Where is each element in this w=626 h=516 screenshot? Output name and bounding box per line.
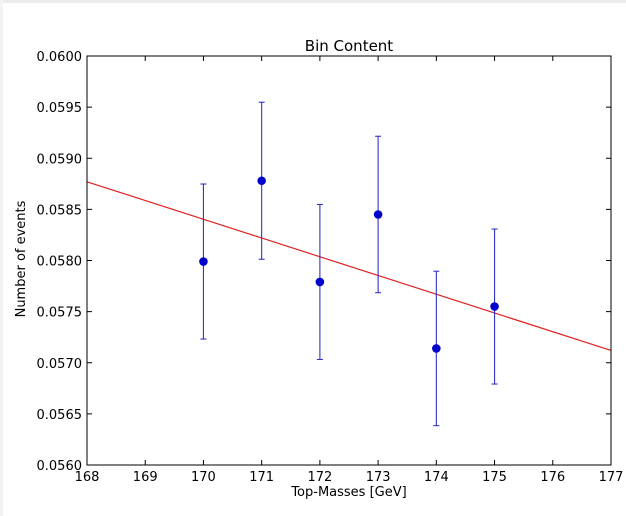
data-point-0	[199, 257, 208, 266]
window-left-edge	[0, 0, 3, 516]
x-tick-label-8: 176	[540, 470, 565, 485]
data-point-3	[373, 210, 383, 219]
y-tick-label-2: 0.0570	[37, 357, 83, 372]
x-tick-label-1: 169	[133, 470, 158, 485]
error-bars-group	[200, 101, 498, 427]
chart-title: Bin Content	[305, 37, 394, 55]
x-tick-label-3: 171	[249, 470, 274, 485]
y-tick-label-4: 0.0580	[37, 255, 83, 270]
data-points-group	[199, 176, 499, 353]
x-tick-label-4: 172	[307, 470, 332, 485]
x-tick-label-2: 170	[191, 470, 216, 485]
y-tick-label-5: 0.0585	[37, 203, 83, 218]
fit-line	[86, 181, 612, 352]
y-tick-label-7: 0.0595	[37, 101, 83, 116]
plot-area-frame	[86, 55, 612, 466]
y-axis-label: Number of events	[14, 200, 29, 317]
fit-line-group	[86, 181, 612, 352]
y-tick-label-3: 0.0575	[37, 306, 83, 321]
x-tick-label-6: 174	[424, 470, 449, 485]
data-point-5	[490, 302, 499, 311]
data-point-2	[315, 277, 325, 287]
x-tick-label-9: 177	[599, 470, 624, 485]
data-point-1	[257, 176, 266, 186]
window-top-edge	[0, 0, 626, 3]
x-axis-label: Top-Masses [GeV]	[290, 485, 406, 500]
data-point-4	[432, 344, 441, 353]
y-tick-label-1: 0.0565	[37, 408, 83, 423]
x-tick-label-5: 173	[366, 470, 391, 485]
ticks-group: 168 169 170 171 172 173 174 175 176 177 0.0560 0.05…	[37, 50, 624, 485]
y-tick-label-6: 0.0590	[37, 152, 83, 167]
y-tick-label-8: 0.0600	[37, 50, 83, 65]
x-tick-label-7: 175	[482, 470, 507, 485]
x-tick-label-0: 168	[75, 470, 100, 485]
y-tick-label-0: 0.0560	[37, 459, 83, 474]
